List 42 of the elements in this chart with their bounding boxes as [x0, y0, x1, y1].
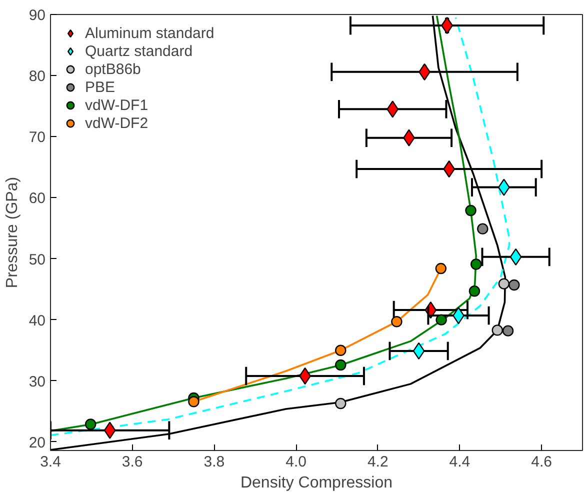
point	[498, 178, 510, 196]
y-tick-label: 30	[28, 373, 46, 390]
point	[502, 325, 514, 336]
point	[335, 344, 346, 356]
x-tick-label: 4.6	[531, 454, 552, 470]
point	[335, 359, 346, 371]
point	[465, 204, 476, 216]
y-tick-label: 80	[28, 68, 46, 86]
point	[508, 279, 520, 291]
legend-label: Aluminum standard	[85, 24, 214, 42]
point	[470, 258, 482, 270]
point	[492, 324, 503, 336]
point	[335, 398, 346, 410]
y-tick-label: 40	[28, 312, 46, 330]
point	[435, 262, 447, 274]
x-tick-label: 4.0	[286, 454, 306, 470]
y-axis-title: Pressure (GPa)	[4, 176, 21, 288]
y-tick-label: 70	[28, 129, 46, 146]
point	[85, 418, 96, 430]
legend-label: PBE	[85, 78, 116, 96]
point	[391, 316, 402, 328]
y-tick-label: 50	[28, 251, 46, 268]
x-tick-label: 3.4	[40, 454, 61, 470]
x-axis-title: Density Compression	[240, 474, 393, 492]
legend-label: Quartz standard	[85, 42, 193, 60]
x-tick-label: 4.2	[367, 454, 388, 470]
y-tick-label: 60	[28, 190, 46, 208]
y-tick-label: 20	[28, 434, 46, 452]
point	[477, 223, 488, 234]
legend-label: vdW-DF1	[85, 96, 148, 114]
point	[498, 278, 510, 290]
point	[436, 314, 447, 326]
legend-label: vdW-DF2	[85, 114, 148, 132]
x-tick-label: 3.6	[122, 454, 143, 470]
legend-label: optB86b	[85, 60, 141, 78]
x-tick-label: 3.8	[204, 454, 225, 470]
y-tick-label: 90	[28, 7, 46, 24]
x-tick-label: 4.4	[449, 454, 470, 470]
point	[188, 396, 200, 408]
point	[386, 100, 399, 118]
point	[468, 286, 480, 297]
point	[104, 422, 116, 439]
